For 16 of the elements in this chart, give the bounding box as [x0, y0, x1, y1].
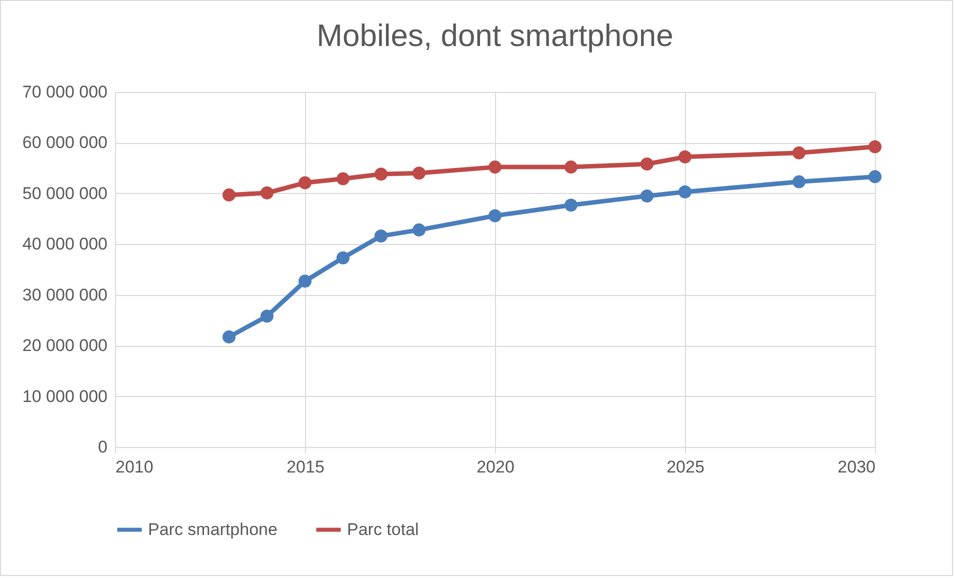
x-tick-label: 2030: [838, 458, 876, 476]
y-tick-label: 40 000 000: [22, 234, 108, 254]
x-tick-label: 2010: [116, 458, 154, 476]
x-tick-label: 2025: [666, 458, 704, 476]
legend-label: Parc total: [347, 520, 419, 539]
y-tick-label: 70 000 000: [22, 82, 108, 102]
y-tick-label: 30 000 000: [22, 285, 108, 304]
y-tick-label: 60 000 000: [22, 133, 108, 152]
y-tick-label: 50 000 000: [22, 184, 108, 203]
y-tick-label: 0: [98, 438, 108, 456]
x-tick-label: 2020: [476, 458, 514, 476]
y-tick-label: 10 000 000: [22, 386, 108, 406]
x-tick-label: 2015: [286, 458, 324, 476]
chart-title: Mobiles, dont smartphone: [316, 18, 674, 53]
y-tick-label: 20 000 000: [22, 336, 108, 356]
legend-label: Parc smartphone: [148, 520, 278, 539]
